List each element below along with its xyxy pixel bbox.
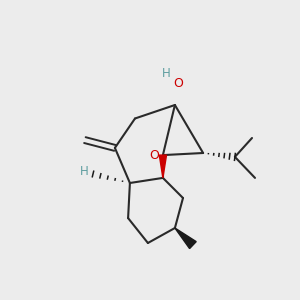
Text: O: O bbox=[150, 148, 159, 162]
Polygon shape bbox=[159, 155, 167, 178]
Text: H: H bbox=[80, 165, 89, 178]
Text: H: H bbox=[162, 67, 171, 80]
Text: O: O bbox=[173, 77, 183, 90]
Polygon shape bbox=[175, 228, 196, 249]
